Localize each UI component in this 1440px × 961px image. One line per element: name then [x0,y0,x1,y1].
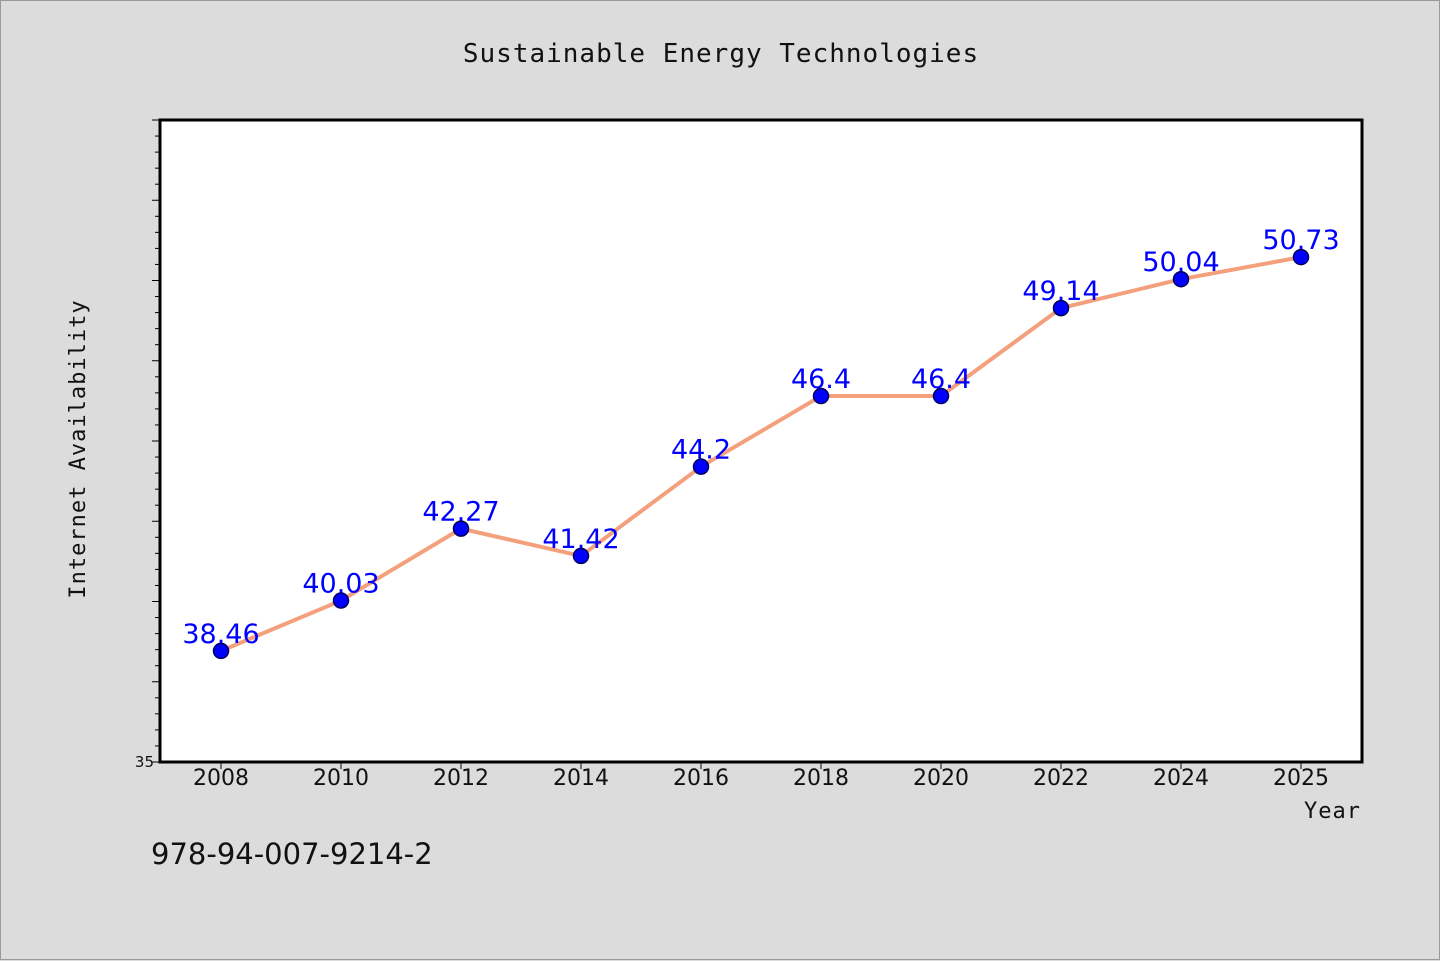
data-label: 38.46 [182,619,259,650]
x-tick-label: 2024 [1153,766,1209,791]
data-label: 50.73 [1262,225,1339,256]
x-tick-label: 2020 [913,766,969,791]
chart-title: Sustainable Energy Technologies [463,39,979,69]
x-axis-ticks: 2008 2010 2012 2014 2016 2018 2020 2022 2024 2025 [193,762,1329,791]
data-point [1052,299,1070,317]
data-point [332,592,350,609]
data-label: 44.2 [671,435,731,466]
x-tick-label: 2025 [1273,766,1329,791]
data-point [1172,270,1190,288]
data-label: 41.42 [542,524,619,555]
x-tick-label: 2012 [433,766,489,791]
x-axis-title: Year [1304,799,1361,824]
x-tick-label: 2018 [793,766,849,791]
data-point [1292,248,1310,266]
x-tick-label: 2016 [673,766,729,791]
series-line [220,255,1302,653]
y-axis-ticks: 35 [135,119,160,771]
data-point [452,520,470,537]
data-label: 46.4 [791,364,851,395]
footer-code: 978-94-007-9214-2 [151,837,433,871]
data-point [932,387,950,405]
data-label: 42.27 [422,497,499,528]
data-label: 49.14 [1022,276,1099,307]
plot-area [158,118,1364,764]
series-layer: 38.46 40.03 42.27 41.42 44.2 46.4 46.4 49.14 50.… [182,225,1340,660]
x-tick-label: 2022 [1033,766,1089,791]
y-tick-label: 35 [135,753,154,771]
x-tick-label: 2008 [193,766,249,791]
x-tick-label: 2014 [553,766,609,791]
data-point [812,387,830,405]
data-label: 46.4 [911,364,971,395]
data-point [692,458,710,475]
x-tick-label: 2010 [313,766,369,791]
data-point [212,642,230,660]
y-axis-title: Internet Availability [66,299,91,598]
data-point [572,547,590,565]
data-label: 40.03 [302,569,379,600]
data-label: 50.04 [1142,247,1219,278]
